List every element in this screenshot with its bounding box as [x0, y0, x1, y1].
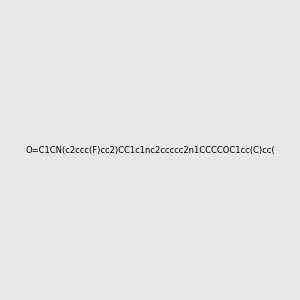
- Text: O=C1CN(c2ccc(F)cc2)CC1c1nc2ccccc2n1CCCCOC1cc(C)cc(: O=C1CN(c2ccc(F)cc2)CC1c1nc2ccccc2n1CCCCO…: [25, 146, 275, 154]
